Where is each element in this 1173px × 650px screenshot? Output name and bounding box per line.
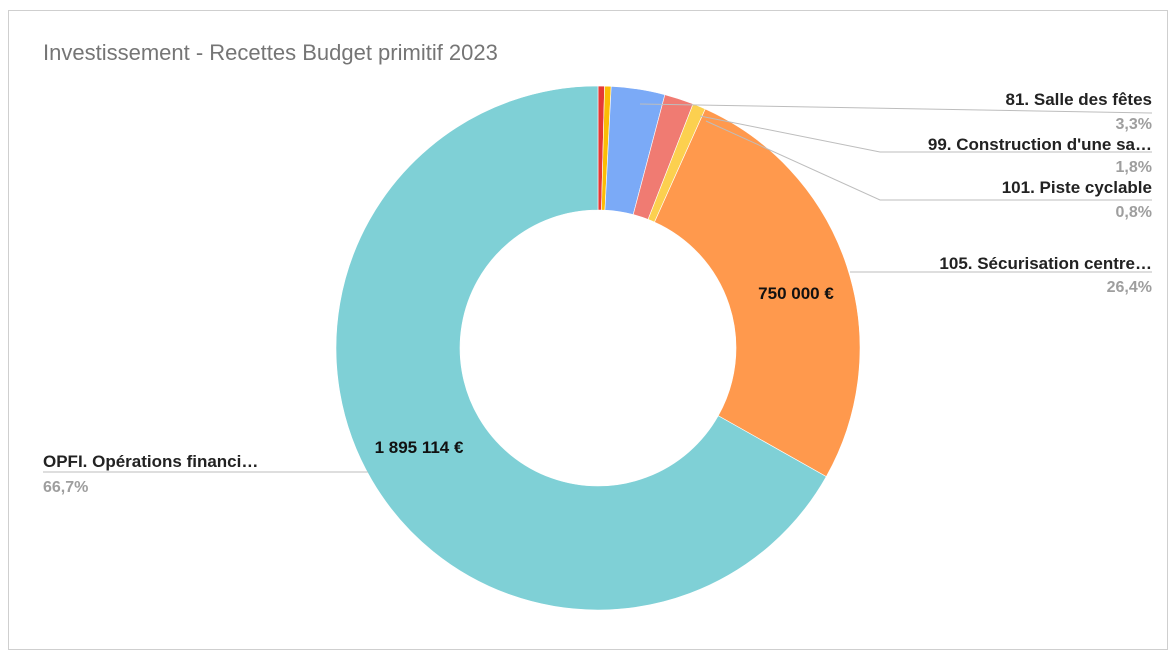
label-securisation: 105. Sécurisation centre… [939,254,1152,273]
leader-line-piste [705,120,1152,201]
pct-opfi: 66,7% [43,479,88,496]
value-label-opfi: 1 895 114 € [375,438,464,457]
donut-slice-5 [654,108,861,478]
donut-slice-6 [335,85,827,611]
leader-lines-group [43,103,1153,473]
pct-construction: 1,8% [1116,159,1152,176]
pct-piste-cyclable: 0,8% [1116,204,1152,221]
pct-salle-des-fetes: 3,3% [1116,116,1152,133]
label-piste-cyclable: 101. Piste cyclable [1002,178,1152,197]
label-construction: 99. Construction d'une sa… [928,135,1152,154]
leader-line-construction [699,115,1152,153]
pct-securisation: 26,4% [1107,279,1152,296]
slices-group [335,85,861,611]
label-salle-des-fetes: 81. Salle des fêtes [1006,90,1152,109]
leader-line-salle [639,103,1153,114]
value-label-securisation: 750 000 € [758,284,834,303]
chart-title: Investissement - Recettes Budget primiti… [43,40,498,65]
label-opfi: OPFI. Opérations financi… [43,452,258,471]
donut-chart: 750 000 € 1 895 114 € 81. Salle des fête… [43,85,1153,611]
